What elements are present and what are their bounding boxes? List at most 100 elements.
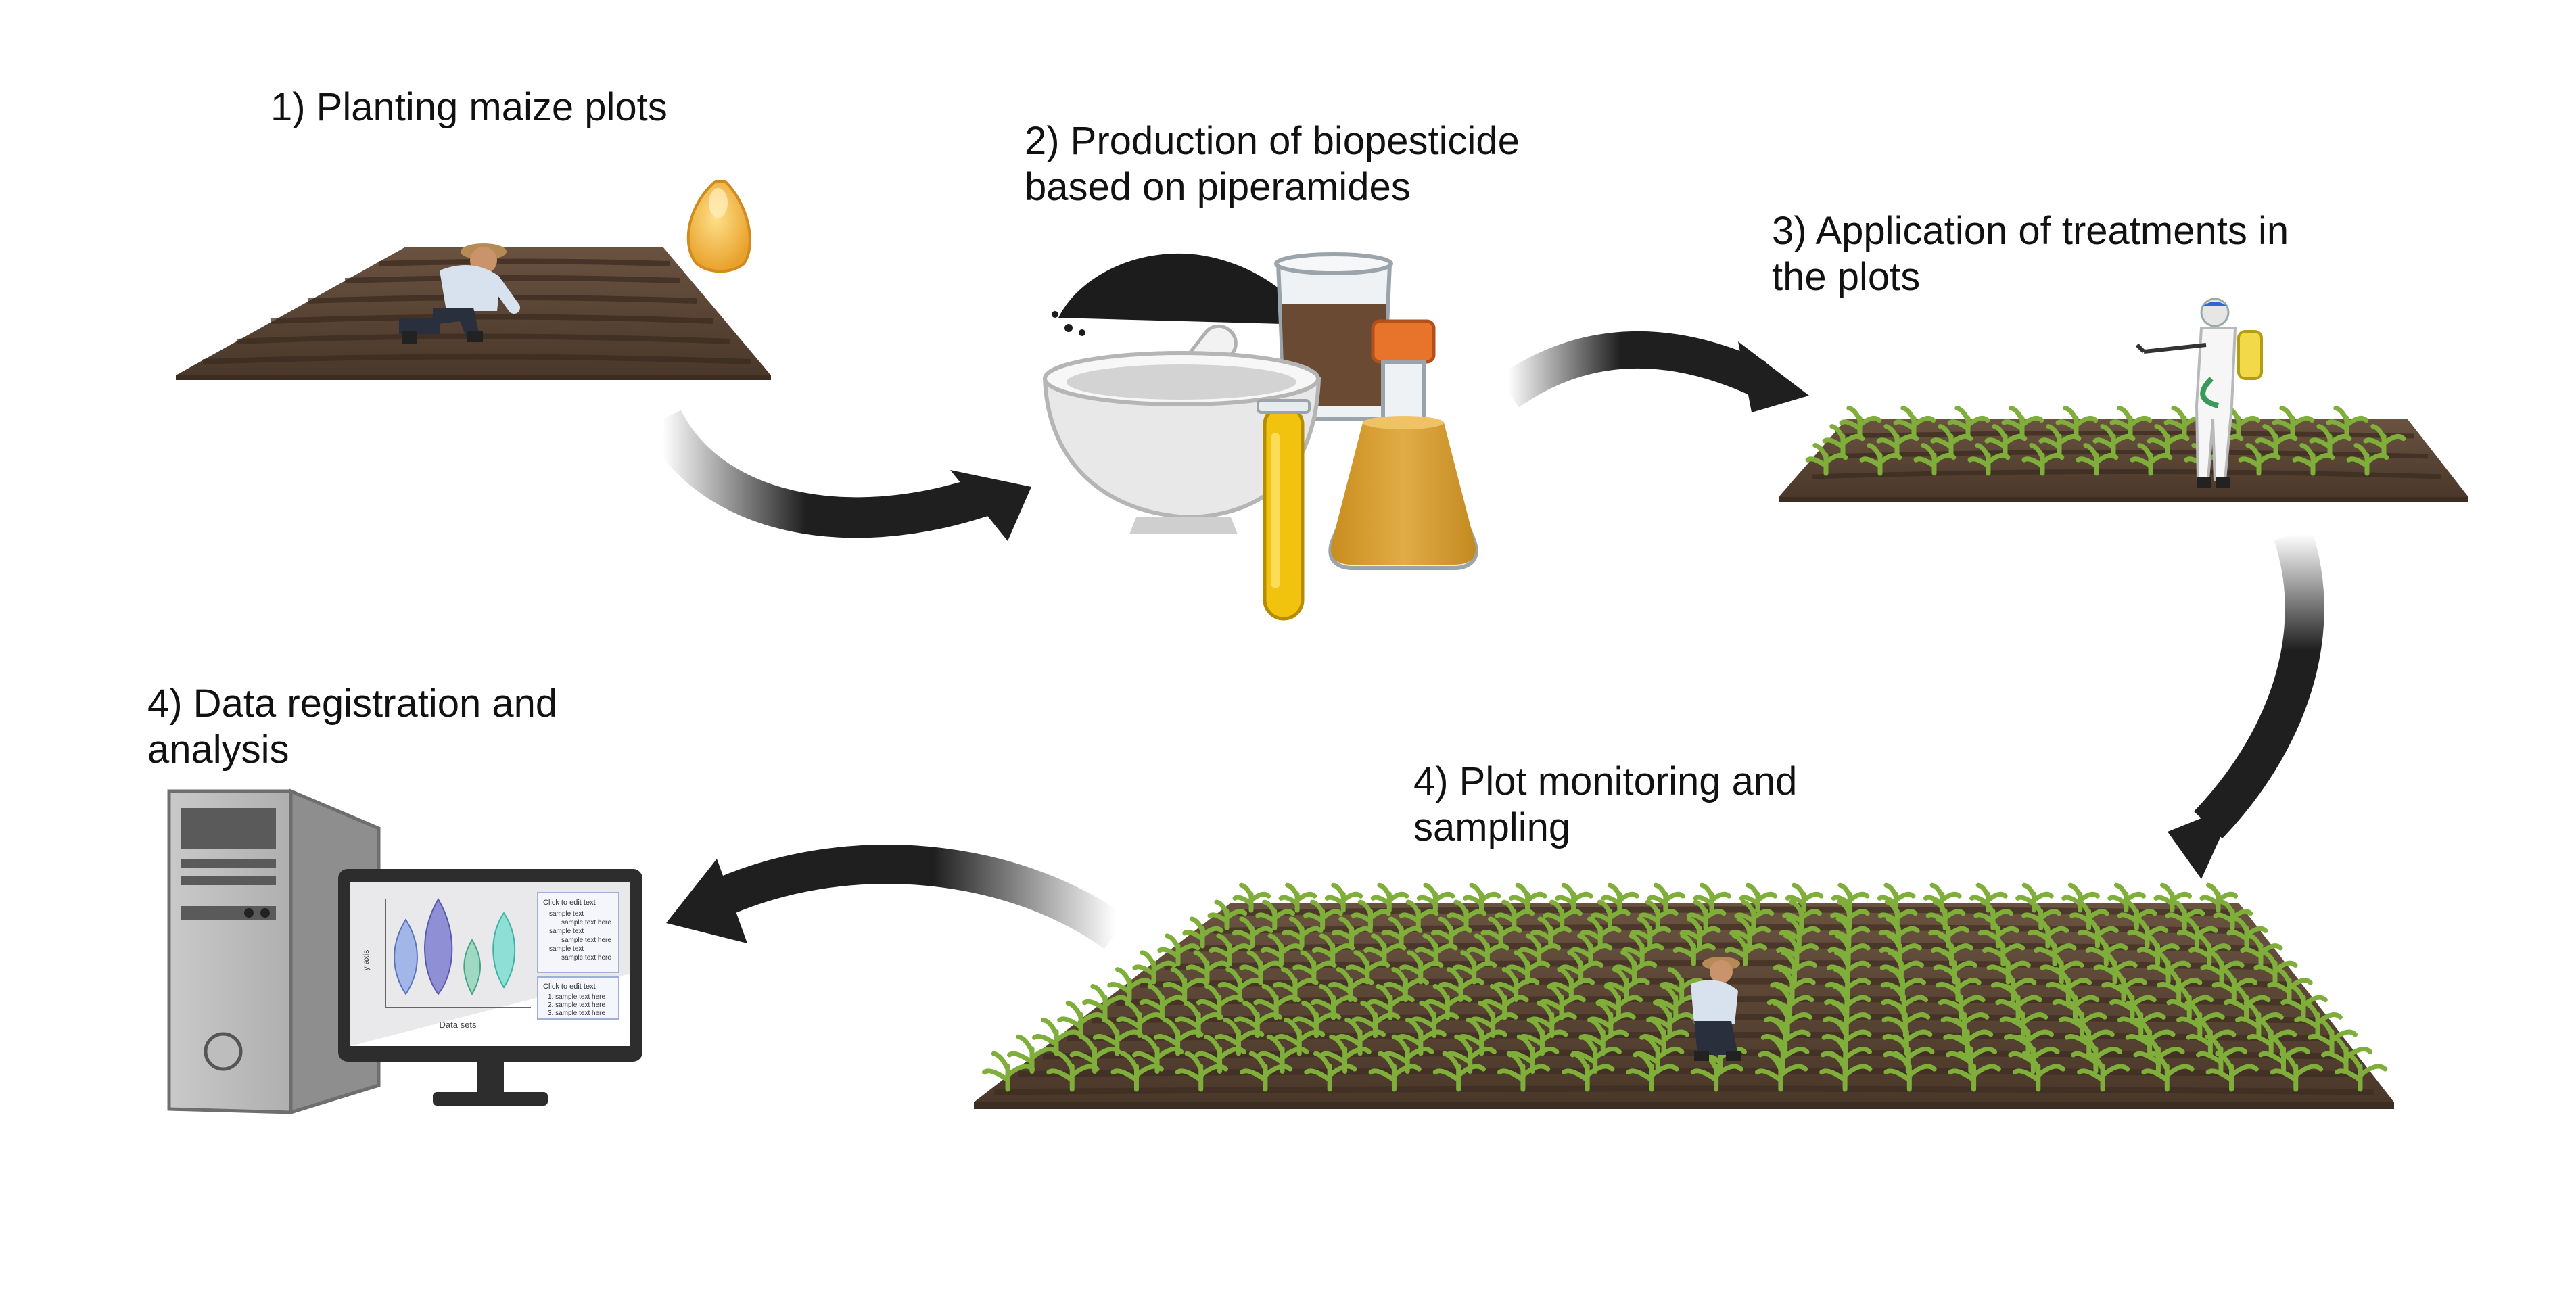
legend-2-title: Click to edit text: [543, 983, 596, 991]
maize-sprout-icon: [1570, 933, 1613, 966]
maize-sprout-icon: [1604, 967, 1650, 1002]
maize-sprout-icon: [1175, 1051, 1229, 1092]
maize-sprout-icon: [1940, 1000, 1990, 1038]
maize-sprout-icon: [1153, 1017, 1204, 1056]
maize-sprout-icon: [1639, 1017, 1690, 1056]
maize-sprout-icon: [2127, 916, 2169, 949]
curved-arrow-icon: [645, 409, 1031, 541]
maize-sprout-icon: [1351, 899, 1391, 930]
maize-sprout-icon: [1304, 1051, 1357, 1092]
maize-sprout-icon: [1590, 899, 1631, 930]
maize-sprout-icon: [2255, 424, 2298, 457]
maize-sprout-icon: [2156, 967, 2203, 1002]
maize-sprout-icon: [1947, 406, 1990, 439]
maize-sprout-icon: [2363, 424, 2406, 457]
maize-sprout-icon: [1739, 882, 1778, 913]
maize-sprout-icon: [1883, 1051, 1937, 1092]
maize-sprout-icon: [1827, 933, 1871, 966]
maize-sprout-icon: [1447, 899, 1487, 930]
maize-sprout-icon: [1562, 1051, 1615, 1092]
maize-sprout-icon: [1368, 1051, 1422, 1092]
maize-sprout-icon: [1346, 950, 1390, 985]
legend-2-item: 1. sample text here: [548, 993, 605, 1001]
maize-sprout-icon: [1239, 1051, 1293, 1092]
maize-sprout-icon: [1823, 1000, 1872, 1038]
maize-sprout-icon: [1925, 899, 1966, 930]
maize-sprout-icon: [1466, 933, 1509, 966]
maize-sprout-icon: [2069, 899, 2109, 930]
maize-sprout-icon: [1893, 406, 1936, 439]
maize-sprout-icon: [1879, 950, 1924, 985]
maize-sprout-icon: [1883, 1034, 1935, 1074]
maize-sprout-icon: [1831, 882, 1870, 913]
maize-sprout-icon: [1679, 916, 1721, 949]
maize-sprout-icon: [2240, 933, 2283, 966]
maize-sprout-icon: [2200, 950, 2245, 985]
planting-plot: [176, 243, 771, 380]
maize-sprout-icon: [1331, 916, 1373, 949]
maize-sprout-icon: [1930, 933, 1974, 966]
legend-1-item: sample text here: [561, 919, 611, 926]
maize-sprout-icon: [1626, 1051, 1679, 1092]
maize-sprout-icon: [2125, 1017, 2176, 1056]
maize-sprout-icon: [1945, 1034, 1998, 1074]
maize-sprout-icon: [2052, 984, 2100, 1020]
maize-sprout-icon: [1785, 882, 1824, 913]
maize-sprout-icon: [1292, 1000, 1342, 1038]
maize-sprout-icon: [1275, 1017, 1326, 1056]
maize-sprout-icon: [1324, 882, 1363, 913]
maize-sprout-icon: [1638, 899, 1679, 930]
maize-sprout-icon: [2021, 899, 2061, 930]
maize-sprout-icon: [1820, 1034, 1872, 1074]
maize-sprout-icon: [1107, 967, 1153, 1002]
maize-sprout-icon: [2107, 882, 2146, 913]
maize-sprout-icon: [1493, 967, 1540, 1002]
maize-sprout-icon: [1046, 1051, 1100, 1092]
maize-sprout-icon: [2117, 1000, 2166, 1038]
maize-sprout-icon: [1948, 1051, 2001, 1092]
maize-sprout-icon: [1612, 950, 1658, 985]
maize-sprout-icon: [2141, 1051, 2195, 1092]
maize-sprout-icon: [2213, 899, 2253, 930]
maize-sprout-icon: [1822, 424, 1865, 457]
maize-sprout-icon: [2267, 967, 2313, 1002]
maize-sprout-icon: [1363, 933, 1407, 966]
legend-1-item: sample text here: [561, 954, 611, 962]
maize-sprout-icon: [1495, 899, 1535, 930]
legend-1-item: sample text: [549, 945, 584, 953]
maize-sprout-icon: [1621, 933, 1664, 966]
maize-sprout-icon: [1819, 1051, 1873, 1092]
legend-1-title: Click to edit text: [543, 899, 596, 907]
maize-sprout-icon: [1646, 1000, 1695, 1038]
legend-1-item: sample text: [549, 928, 584, 935]
maize-sprout-icon: [1312, 933, 1355, 966]
maize-sprout-icon: [1367, 984, 1415, 1020]
maize-sprout-icon: [1821, 1017, 1872, 1056]
mini-violin-chart: Data sets y axis: [361, 898, 531, 1030]
maize-sprout-icon: [1930, 424, 1973, 457]
maize-sprout-icon: [1092, 1017, 1143, 1056]
maize-sprout-icon: [2077, 1051, 2130, 1092]
maize-sprout-icon: [1186, 950, 1230, 985]
maize-sprout-icon: [2292, 443, 2335, 476]
maize-sprout-icon: [1549, 967, 1595, 1002]
test-tube-icon: [1257, 399, 1311, 621]
maize-sprout-icon: [2196, 1034, 2248, 1074]
maize-sprout-icon: [1938, 984, 1986, 1020]
maize-sprout-icon: [1462, 882, 1501, 913]
maize-sprout-icon: [1505, 950, 1551, 985]
maize-sprout-icon: [1383, 967, 1430, 1002]
maize-sprout-icon: [2040, 950, 2084, 985]
flask-icon: [1328, 319, 1478, 570]
maize-sprout-icon: [2133, 1034, 2185, 1074]
maize-sprout-icon: [1399, 950, 1444, 985]
maize-sprout-icon: [1518, 1017, 1568, 1056]
maize-sprout-icon: [1336, 1017, 1386, 1056]
maize-sprout-icon: [2211, 967, 2258, 1002]
maize-sprout-icon: [1328, 967, 1374, 1002]
maize-sprout-icon: [1805, 443, 1848, 476]
curved-arrow-icon: [1497, 331, 1809, 412]
maize-sprout-icon: [1859, 443, 1902, 476]
maize-sprout-icon: [1432, 1051, 1486, 1092]
maize-sprout-icon: [1370, 882, 1409, 913]
